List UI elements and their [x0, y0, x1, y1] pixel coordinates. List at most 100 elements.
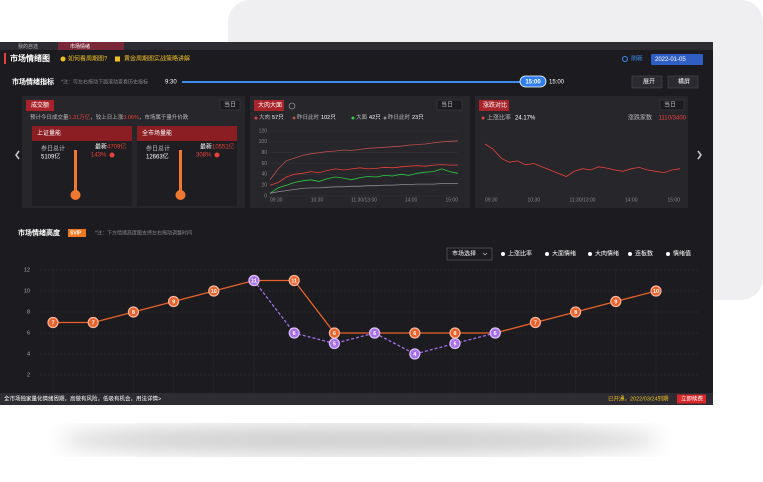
link[interactable]: 如何看周期图?	[68, 55, 108, 63]
legend-dot	[254, 116, 258, 120]
dropdown[interactable]	[446, 247, 493, 261]
renew[interactable]: 立即续费	[681, 394, 704, 402]
point	[47, 316, 59, 329]
point	[569, 306, 582, 318]
legend-name: 昨日此时 23只	[388, 113, 424, 121]
period[interactable]: 当日	[441, 101, 453, 109]
prev[interactable]	[15, 150, 20, 160]
x-tick-label: 14:00	[625, 197, 638, 203]
legend-name-part: 昨日此时	[388, 113, 411, 121]
y-tick-label: 100	[259, 139, 268, 145]
note: *注：下方情绪高度图支持左右拖动调整时间	[95, 229, 192, 236]
legend-dot	[588, 252, 592, 256]
accent	[4, 53, 6, 64]
legend-dot	[383, 116, 387, 120]
point	[328, 337, 340, 350]
point	[369, 327, 381, 339]
tab-bar	[0, 42, 713, 50]
renew-button[interactable]	[677, 394, 706, 404]
legend-label: 大肉情绪	[595, 250, 619, 258]
summary-part: 3.06%	[123, 115, 139, 121]
legend-label: 上涨比率	[508, 250, 532, 258]
value: 5109亿	[41, 153, 60, 161]
date-box[interactable]	[651, 54, 703, 65]
period[interactable]: 当日	[224, 101, 236, 109]
thermo-bulb	[70, 190, 81, 200]
legend-count: 57只	[272, 114, 284, 121]
point-label: 5	[453, 341, 456, 347]
point-label: 11	[251, 278, 257, 284]
button[interactable]	[631, 75, 663, 89]
legend-name-part: 大肉	[259, 113, 270, 121]
title: 市场情绪图	[10, 53, 50, 63]
value: 12663亿	[146, 153, 169, 161]
button-label[interactable]: 展开	[643, 79, 655, 86]
card-title: 全市场量能	[142, 129, 172, 137]
point	[168, 295, 180, 308]
badge	[214, 152, 220, 158]
button[interactable]	[667, 75, 699, 89]
thermo	[74, 150, 77, 192]
x-tick-label: 15:00	[667, 197, 680, 203]
legend-label: 情绪值	[673, 250, 691, 258]
caret	[482, 252, 488, 256]
y-tick-label: 10	[24, 288, 30, 294]
x-tick-label: 14:00	[405, 197, 418, 203]
footer-text[interactable]: 全市场独家量化情绪周期，高做有风险，低吸有机会，用法详情>	[4, 394, 161, 402]
legend-dot	[628, 252, 632, 256]
point	[248, 274, 260, 287]
dropdown-label[interactable]: 市场选择	[452, 250, 476, 258]
x-tick-label: 10:30	[527, 197, 540, 203]
point	[449, 337, 461, 350]
panel-title: 成交额	[31, 101, 49, 109]
card-title: 上证量能	[37, 129, 61, 137]
point	[208, 285, 220, 297]
point-label: 6	[453, 331, 456, 337]
legend-name: 大面 42只	[356, 113, 381, 121]
point-label: 10	[211, 289, 217, 295]
tab[interactable]: 市场情绪	[70, 43, 90, 50]
legend-dot	[501, 252, 505, 256]
period-box[interactable]	[436, 99, 463, 111]
legend-count: 23只	[412, 114, 424, 121]
period-box[interactable]	[659, 99, 685, 111]
button-label[interactable]: 横屏	[678, 78, 690, 86]
y-tick-label: 60	[261, 161, 267, 167]
slider-start: 9:30	[165, 80, 177, 86]
legend-dot	[292, 116, 296, 120]
x-tick-label: 09:30	[270, 197, 283, 203]
date[interactable]: 2022-01-05	[655, 57, 686, 63]
period-box[interactable]	[219, 99, 241, 111]
badge	[109, 152, 115, 158]
point-label: 9	[172, 299, 175, 305]
refresh[interactable]: 刷新	[631, 55, 643, 63]
y-tick-label: 4	[27, 351, 30, 357]
point	[409, 327, 421, 339]
y-tick-label: 80	[261, 150, 267, 156]
ratio: 143%	[91, 153, 107, 159]
panel-tag	[254, 100, 284, 111]
summary-part: 预计今日成交量	[30, 113, 69, 121]
link[interactable]: 黄金周期图实战策略讲解	[124, 55, 190, 63]
panel	[250, 96, 470, 208]
tab[interactable]: 我的自选	[18, 43, 38, 50]
point-label: 6	[494, 331, 497, 337]
x-tick-label: 09:30	[485, 197, 498, 203]
help-icon[interactable]	[288, 102, 296, 110]
slider-end: 15:00	[549, 80, 565, 86]
x-tick-label: 11:30/13:00	[351, 197, 377, 203]
tab-active[interactable]	[58, 42, 124, 50]
period[interactable]: 当日	[664, 101, 676, 109]
next[interactable]	[697, 150, 702, 160]
point-label: 6	[333, 331, 336, 337]
label: 最新	[200, 143, 212, 151]
legend-dot	[351, 116, 355, 120]
slider-handle[interactable]	[519, 75, 547, 88]
point	[288, 274, 300, 287]
panel	[475, 96, 688, 208]
point-label: 7	[92, 320, 95, 326]
panel-tag	[479, 100, 509, 111]
x-tick-label: 10:30	[311, 197, 324, 203]
legend-name-part: 大面	[356, 113, 368, 121]
label: 最新	[95, 143, 107, 151]
